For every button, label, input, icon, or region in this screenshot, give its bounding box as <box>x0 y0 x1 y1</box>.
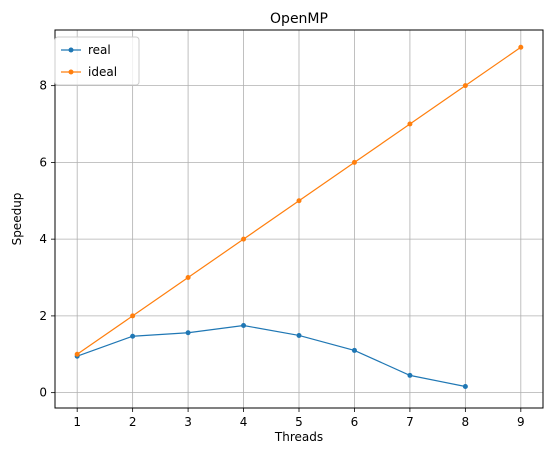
y-axis-ticks: 0 2 4 6 8 <box>39 79 55 400</box>
data-point-real <box>462 384 468 390</box>
legend-item-ideal: ideal <box>61 65 117 79</box>
data-point-ideal <box>351 159 357 165</box>
data-point-ideal <box>462 83 468 89</box>
data-point-ideal <box>407 121 413 127</box>
chart-title: OpenMP <box>270 11 328 27</box>
x-tick-label: 8 <box>462 415 470 429</box>
x-tick-label: 2 <box>129 415 137 429</box>
legend-label-ideal: ideal <box>88 65 117 79</box>
data-point-real <box>296 332 302 338</box>
legend: real ideal <box>54 36 140 86</box>
y-tick-label: 6 <box>39 155 47 169</box>
data-point-ideal <box>185 275 191 281</box>
x-axis-label: Threads <box>274 430 323 444</box>
y-axis-label: Speedup <box>10 193 24 246</box>
series-layer <box>74 44 524 390</box>
data-point-real <box>351 347 357 353</box>
x-tick-label: 3 <box>184 415 192 429</box>
data-point-ideal <box>518 44 524 50</box>
x-axis-ticks: 1 2 3 4 5 6 7 8 9 <box>73 408 525 429</box>
x-tick-label: 4 <box>240 415 248 429</box>
legend-marker-real <box>68 47 74 53</box>
data-point-real <box>241 322 247 328</box>
y-tick-label: 0 <box>39 386 47 400</box>
x-tick-label: 7 <box>406 415 414 429</box>
x-gridlines <box>76 30 522 408</box>
series-line-real <box>76 324 466 388</box>
legend-label-real: real <box>88 43 111 57</box>
data-point-ideal <box>296 198 302 204</box>
data-point-ideal <box>241 236 247 242</box>
x-tick-label: 6 <box>351 415 359 429</box>
legend-item-real: real <box>61 43 111 57</box>
data-point-ideal <box>130 313 136 319</box>
data-point-real <box>130 333 136 339</box>
y-gridlines <box>55 85 543 394</box>
series-real <box>74 322 468 390</box>
legend-box <box>54 36 140 86</box>
y-tick-label: 8 <box>39 79 47 93</box>
series-ideal <box>74 44 524 357</box>
x-tick-label: 5 <box>295 415 303 429</box>
data-point-real <box>185 330 191 336</box>
x-tick-label: 9 <box>517 415 525 429</box>
data-point-ideal <box>74 351 80 357</box>
legend-marker-ideal <box>68 69 74 75</box>
y-tick-label: 4 <box>39 232 47 246</box>
x-tick-label: 1 <box>73 415 81 429</box>
y-tick-label: 2 <box>39 309 47 323</box>
data-point-real <box>407 372 413 378</box>
